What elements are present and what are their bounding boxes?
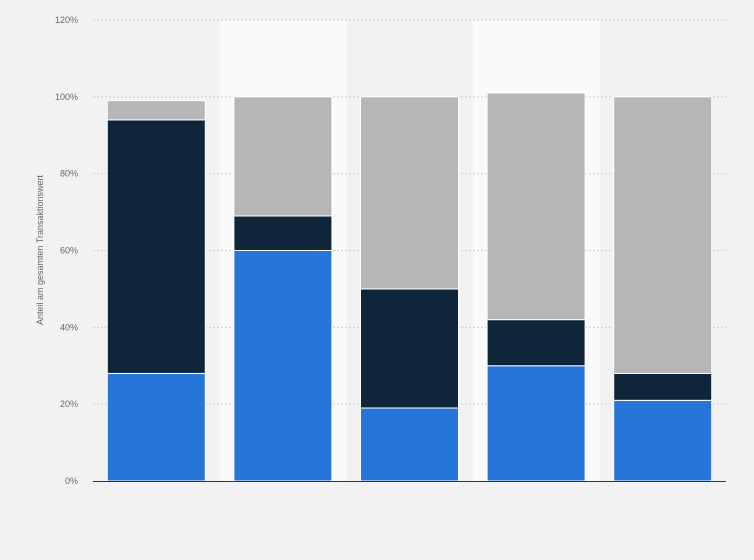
bar-segment-series-1[interactable]	[360, 407, 459, 482]
y-tick-label: 40%	[60, 322, 78, 332]
y-tick-label: 120%	[55, 15, 78, 25]
y-tick-label: 80%	[60, 169, 78, 179]
bar-segment-series-1[interactable]	[613, 399, 713, 482]
bar-segment-series-2[interactable]	[613, 372, 713, 401]
bar-segment-series-3[interactable]	[486, 92, 586, 321]
bar-segment-series-2[interactable]	[360, 288, 459, 409]
y-axis-label: Anteil am gesamten Transaktionswert	[35, 174, 45, 325]
bar-stack	[486, 92, 586, 482]
bar-segment-series-3[interactable]	[106, 100, 206, 121]
bar-segment-series-2[interactable]	[106, 119, 206, 374]
bar-stack	[613, 96, 713, 482]
y-tick-label: 20%	[60, 399, 78, 409]
bar-segment-series-1[interactable]	[486, 365, 586, 482]
bar-stack	[233, 96, 333, 482]
bar-segment-series-2[interactable]	[233, 215, 333, 252]
bar-stacks	[106, 92, 713, 482]
y-tick-label: 0%	[65, 476, 78, 486]
bar-stack	[360, 96, 459, 482]
bar-segment-series-1[interactable]	[233, 250, 333, 482]
y-tick-label: 60%	[60, 246, 78, 256]
bar-stack	[106, 100, 206, 482]
bar-segment-series-1[interactable]	[106, 372, 206, 482]
y-tick-labels: 0% 20% 40% 60% 80% 100% 120%	[55, 15, 78, 486]
bar-segment-series-3[interactable]	[360, 96, 459, 290]
bar-segment-series-2[interactable]	[486, 319, 586, 367]
y-tick-label: 100%	[55, 92, 78, 102]
bar-segment-series-3[interactable]	[613, 96, 713, 374]
bar-segment-series-3[interactable]	[233, 96, 333, 217]
